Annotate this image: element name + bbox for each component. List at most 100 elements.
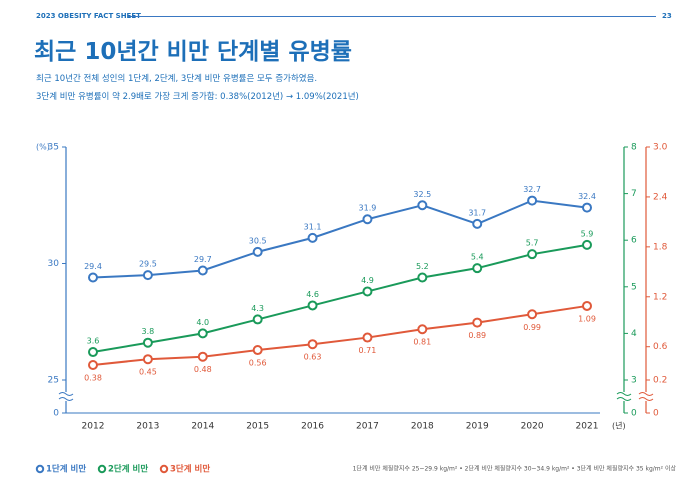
x-tick-label: 2020 bbox=[521, 422, 544, 432]
data-point bbox=[417, 200, 428, 211]
y-tick-label: 3.0 bbox=[653, 143, 668, 153]
page-number: 23 bbox=[662, 12, 672, 20]
y-tick-label: 1.2 bbox=[653, 292, 667, 302]
legend-label: 2단계 비만 bbox=[108, 464, 148, 475]
y-tick-label: 0.2 bbox=[653, 376, 667, 386]
x-tick-label: 2019 bbox=[466, 422, 489, 432]
y-tick-label: 30 bbox=[48, 259, 60, 269]
series-line bbox=[92, 304, 588, 367]
series-line bbox=[92, 199, 588, 279]
value-label: 0.81 bbox=[413, 338, 431, 347]
data-point bbox=[88, 347, 98, 358]
axis-break bbox=[638, 392, 654, 401]
value-label: 31.9 bbox=[359, 204, 377, 213]
data-point bbox=[362, 332, 373, 343]
title: 최근 10년간 비만 단계별 유병률 bbox=[34, 39, 352, 65]
legend-label: 3단계 비만 bbox=[170, 464, 210, 475]
legend-marker bbox=[35, 464, 45, 474]
data-point bbox=[142, 354, 153, 365]
axis-break bbox=[616, 392, 632, 401]
data-point bbox=[142, 337, 153, 348]
value-label: 4.6 bbox=[306, 290, 319, 299]
value-label: 30.5 bbox=[249, 236, 267, 245]
legend-label: 1단계 비만 bbox=[46, 464, 86, 475]
x-tick-label: 2012 bbox=[82, 422, 105, 432]
data-point bbox=[307, 300, 318, 311]
value-label: 0.38 bbox=[84, 374, 102, 383]
x-tick-label: 2016 bbox=[301, 422, 324, 432]
value-label: 29.7 bbox=[194, 255, 212, 264]
x-unit: (년) bbox=[612, 421, 626, 431]
value-label: 5.2 bbox=[416, 262, 429, 271]
value-label: 29.5 bbox=[139, 260, 157, 269]
y-tick-label: 2.4 bbox=[653, 192, 668, 202]
data-point bbox=[472, 317, 483, 328]
data-point bbox=[88, 360, 98, 371]
data-point bbox=[582, 239, 592, 250]
value-label: 4.0 bbox=[196, 318, 209, 327]
y-tick-label: 4 bbox=[631, 329, 637, 339]
header-rule bbox=[128, 16, 656, 17]
data-point bbox=[197, 265, 208, 276]
data-point bbox=[417, 272, 428, 283]
legend-marker bbox=[97, 464, 107, 474]
value-label: 0.48 bbox=[194, 365, 212, 374]
data-point bbox=[197, 351, 208, 362]
y-tick-label: 3 bbox=[631, 376, 637, 386]
data-point bbox=[252, 314, 263, 325]
y-tick-label: 1.8 bbox=[653, 242, 668, 252]
value-label: 0.89 bbox=[468, 331, 486, 340]
data-point bbox=[362, 214, 373, 225]
subtitle: 최근 10년간 전체 성인의 1단계, 2단계, 3단계 비만 유병률은 모두 … bbox=[36, 74, 318, 84]
y-tick-label: 0 bbox=[53, 409, 59, 419]
axis-break bbox=[58, 392, 74, 401]
value-label: 5.4 bbox=[471, 253, 484, 262]
value-label: 0.45 bbox=[139, 368, 157, 377]
footnote: 1단계 비만 체질량지수 25~29.9 kg/m² • 2단계 비만 체질량지… bbox=[353, 465, 677, 473]
value-label: 31.7 bbox=[468, 208, 486, 217]
y-tick-label: 0 bbox=[653, 409, 659, 419]
value-label: 4.3 bbox=[251, 304, 264, 313]
data-point bbox=[88, 272, 98, 283]
value-label: 0.99 bbox=[523, 323, 541, 332]
x-tick-label: 2018 bbox=[411, 422, 434, 432]
y-tick-label: 35 bbox=[48, 143, 59, 153]
data-point bbox=[252, 246, 263, 257]
y-tick-label: 5 bbox=[631, 282, 637, 292]
subtitle: 3단계 비만 유병률이 약 2.9배로 가장 크게 증가함: 0.38%(201… bbox=[36, 92, 359, 102]
x-tick-label: 2014 bbox=[191, 422, 214, 432]
value-label: 0.63 bbox=[304, 353, 322, 362]
value-label: 32.5 bbox=[413, 190, 431, 199]
x-tick-label: 2013 bbox=[136, 422, 159, 432]
value-label: 32.7 bbox=[523, 185, 541, 194]
data-point bbox=[197, 328, 208, 339]
data-point bbox=[527, 249, 538, 260]
x-tick-label: 2017 bbox=[356, 422, 379, 432]
value-label: 32.4 bbox=[578, 192, 596, 201]
legend-marker bbox=[159, 464, 169, 474]
value-label: 3.6 bbox=[87, 337, 100, 346]
y-tick-label: 7 bbox=[631, 189, 637, 199]
x-tick-label: 2015 bbox=[246, 422, 269, 432]
value-label: 4.9 bbox=[361, 276, 374, 285]
value-label: 5.7 bbox=[526, 239, 539, 248]
data-point bbox=[362, 286, 373, 297]
y-unit: (%) bbox=[36, 143, 50, 152]
value-label: 5.9 bbox=[581, 229, 594, 238]
data-point bbox=[307, 339, 318, 350]
y-tick-label: 8 bbox=[631, 143, 637, 153]
data-point bbox=[582, 202, 592, 213]
value-label: 31.1 bbox=[304, 222, 322, 231]
series-line bbox=[92, 243, 588, 354]
data-point bbox=[527, 195, 538, 206]
value-label: 3.8 bbox=[142, 327, 155, 336]
data-point bbox=[472, 218, 483, 229]
data-point bbox=[527, 309, 538, 320]
value-label: 29.4 bbox=[84, 262, 102, 271]
value-label: 0.56 bbox=[249, 359, 267, 368]
data-point bbox=[142, 270, 153, 281]
x-tick-label: 2021 bbox=[576, 422, 599, 432]
data-point bbox=[472, 263, 483, 274]
